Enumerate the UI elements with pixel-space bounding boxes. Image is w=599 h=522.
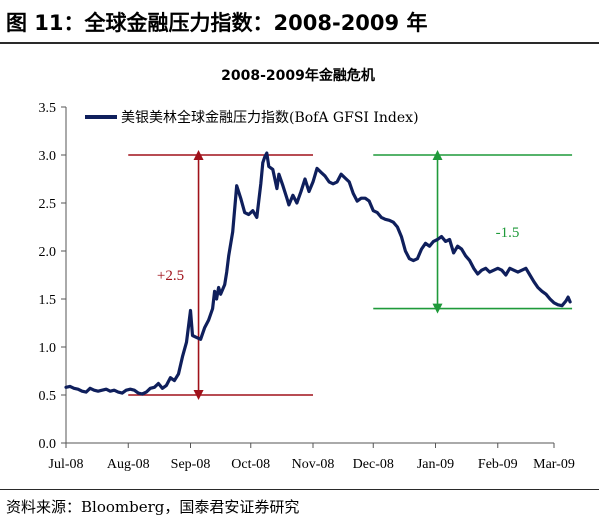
- x-tick-label: Aug-08: [107, 457, 150, 472]
- y-tick-label: 0.0: [39, 437, 57, 452]
- y-tick-label: 2.5: [39, 197, 57, 212]
- y-tick-label: 1.0: [39, 341, 57, 356]
- figure-title: 图 11：全球金融压力指数：2008-2009 年: [6, 11, 428, 35]
- y-tick-label: 0.5: [39, 389, 57, 404]
- x-tick-label: Feb-09: [478, 457, 518, 472]
- x-tick-label: Dec-08: [353, 457, 394, 472]
- axes: 0.0 0.5 1.0 1.5 2.0 2.5 3.0 3.5 Jul-08 Aug-08 Sep-…: [39, 101, 575, 472]
- annotation-0-label: +2.5: [157, 268, 184, 284]
- x-tick-label: Jul-08: [49, 457, 84, 472]
- legend: 美银美林全球金融压力指数(BofA GFSI Index): [85, 109, 419, 126]
- series-layer: [64, 151, 572, 396]
- y-tick-label: 1.5: [39, 293, 57, 308]
- y-tick-label: 3.0: [39, 149, 57, 164]
- annotations: +2.5 -1.5: [128, 150, 573, 400]
- figure-header: 图 11：全球金融压力指数：2008-2009 年: [0, 0, 599, 44]
- source-note: 资料来源：Bloomberg，国泰君安证券研究: [6, 498, 300, 516]
- x-tick-label: Nov-08: [292, 457, 335, 472]
- y-tick-label: 3.5: [39, 101, 57, 116]
- x-tick-label: Oct-08: [231, 457, 270, 472]
- footer-rule: [0, 489, 599, 490]
- y-tick-label: 2.0: [39, 245, 57, 260]
- x-tick-label: Mar-09: [533, 457, 575, 472]
- chart-title: 2008-2009年金融危机: [221, 67, 375, 84]
- x-tick-label: Sep-08: [171, 457, 211, 472]
- legend-label: 美银美林全球金融压力指数(BofA GFSI Index): [121, 109, 419, 126]
- series-line-0: [64, 151, 572, 396]
- x-tick-label: Jan-09: [417, 457, 454, 472]
- annotation-1-label: -1.5: [496, 225, 520, 241]
- chart: 2008-2009年金融危机 美银美林全球金融压力指数(BofA GFSI In…: [39, 67, 575, 472]
- header-rule: [0, 42, 599, 44]
